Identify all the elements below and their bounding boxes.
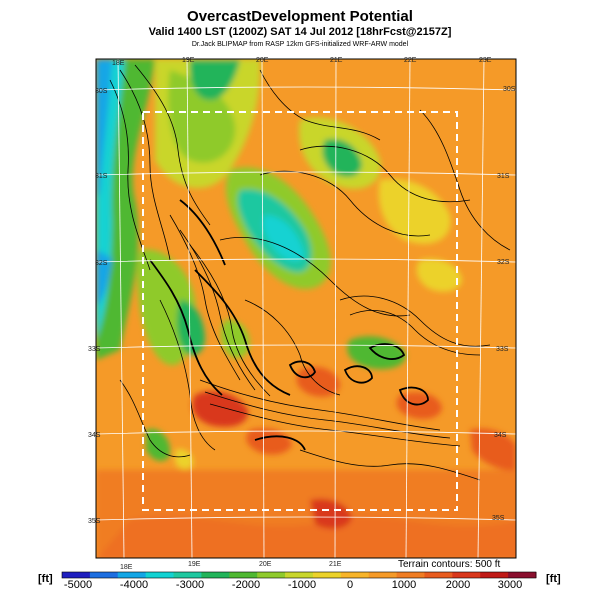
terrain-contours bbox=[109, 64, 511, 481]
colorbar-frame bbox=[61, 571, 537, 579]
lat-right-label: 31S bbox=[497, 173, 510, 180]
colorbar-tick-label: -1000 bbox=[287, 579, 317, 591]
colorbar-tick-label: 0 bbox=[346, 579, 354, 591]
colorbar-swatch bbox=[89, 572, 119, 578]
lon-top-label: 19E bbox=[182, 57, 195, 64]
lat-right-label: 30S bbox=[503, 86, 516, 93]
colorbar-swatch bbox=[229, 572, 258, 578]
lon-top-label: 21E bbox=[330, 57, 343, 64]
inner-domain-box bbox=[142, 111, 458, 511]
valid-time-subtitle: Valid 1400 LST (1200Z) SAT 14 Jul 2012 [… bbox=[148, 26, 452, 38]
lon-top-label: 23E bbox=[479, 57, 492, 64]
lon-top-label: 18E bbox=[112, 60, 125, 67]
lon-bottom-label: 19E bbox=[188, 561, 201, 568]
map-field bbox=[96, 59, 516, 558]
lat-right-label: 32S bbox=[497, 259, 510, 266]
colorbar-unit-right: [ft] bbox=[546, 573, 561, 585]
colorbar-tick-label: -2000 bbox=[231, 579, 261, 591]
colorbar-swatch bbox=[117, 572, 147, 578]
colorbar-tick-label: -3000 bbox=[175, 579, 205, 591]
colorbar-tick-label: 2000 bbox=[445, 579, 471, 591]
lon-bottom-label: 20E bbox=[259, 561, 272, 568]
lat-right-label: 34S bbox=[494, 432, 507, 439]
colorbar-swatch bbox=[480, 572, 509, 578]
colorbar-swatch bbox=[508, 572, 537, 578]
colorbar-swatch bbox=[62, 572, 91, 578]
lat-left-label: 34S bbox=[88, 432, 101, 439]
colorbar-swatch bbox=[201, 572, 230, 578]
lat-left-label: 32S bbox=[95, 260, 108, 267]
map-title: OvercastDevelopment Potential bbox=[187, 8, 413, 25]
lat-lon-grid bbox=[96, 59, 516, 558]
colorbar-tick-label: 3000 bbox=[497, 579, 523, 591]
colorbar-tick-label: -5000 bbox=[63, 579, 93, 591]
terrain-contours-major bbox=[149, 199, 429, 451]
lat-left-label: 35S bbox=[88, 518, 101, 525]
colorbar-swatch bbox=[452, 572, 481, 578]
terrain-contour-note: Terrain contours: 500 ft bbox=[398, 559, 501, 570]
lat-left-label: 30S bbox=[95, 88, 108, 95]
colorbar-swatch bbox=[257, 572, 286, 578]
lon-bottom-label: 18E bbox=[120, 564, 133, 571]
colorbar-swatch bbox=[340, 572, 370, 578]
colorbar-tick-label: -4000 bbox=[119, 579, 149, 591]
lat-left-label: 33S bbox=[88, 346, 101, 353]
colorbar-tick-label: 1000 bbox=[391, 579, 417, 591]
colorbar-swatch bbox=[285, 572, 314, 578]
colorbar-swatch bbox=[368, 572, 398, 578]
lon-top-label: 22E bbox=[404, 57, 417, 64]
colorbar-swatch bbox=[145, 572, 175, 578]
lat-right-label: 33S bbox=[496, 346, 509, 353]
colorbar-unit-left: [ft] bbox=[38, 573, 53, 585]
lon-bottom-label: 21E bbox=[329, 561, 342, 568]
color-scale-bar bbox=[61, 571, 537, 579]
model-credit: Dr.Jack BLIPMAP from RASP 12km GFS-initi… bbox=[191, 41, 409, 48]
lon-top-label: 20E bbox=[256, 57, 269, 64]
colorbar-swatch bbox=[312, 572, 342, 578]
lat-right-label: 35S bbox=[492, 515, 505, 522]
coordinate-labels: 18E 19E 20E 21E 22E 23E 18E 19E 20E 21E … bbox=[88, 57, 516, 571]
colorbar-swatch bbox=[396, 572, 425, 578]
lat-left-label: 31S bbox=[95, 173, 108, 180]
map-frame bbox=[95, 58, 517, 559]
colorbar-swatch bbox=[424, 572, 453, 578]
colorbar-swatch bbox=[173, 572, 202, 578]
